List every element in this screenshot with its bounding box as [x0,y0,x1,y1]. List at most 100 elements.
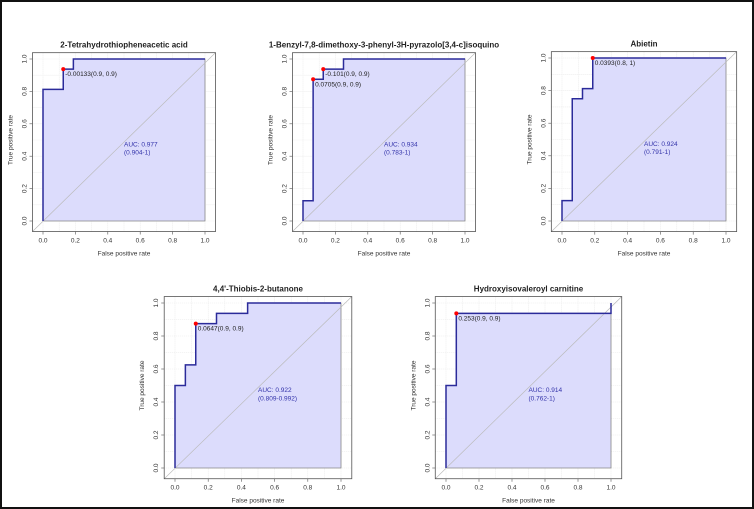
y-tick-label: 0.4 [281,151,288,160]
y-tick-label: 0.6 [21,119,28,128]
auc-value: AUC: 0.934 [384,141,418,148]
x-tick-label: 1.0 [460,238,469,245]
x-tick-label: 0.0 [557,238,566,245]
x-tick-label: 0.4 [507,485,516,492]
roc-panel-4: 0.0 0.0 0.2 0.2 0.4 0.4 0.6 0.6 0.8 0.8 1.0 1.0 4,4'… [139,285,353,505]
y-axis-label: True positive rate [410,360,417,410]
x-axis-label: False positive rate [358,251,411,258]
auc-ci: (0.809-0.992) [258,395,297,402]
auc-ci: (0.904-1) [124,150,150,157]
y-tick-label: 0.8 [540,86,547,95]
plot-box [434,296,623,480]
auc-value: AUC: 0.924 [644,141,678,148]
threshold-point [193,321,198,326]
x-axis-label: False positive rate [618,251,671,258]
threshold-point [61,67,66,72]
y-tick-label: 0.8 [424,331,431,340]
roc-panel-2: 0.0 0.0 0.2 0.2 0.4 0.4 0.6 0.6 0.8 0.8 1.0 1.0 1-Be… [267,41,499,258]
plot-box [550,51,738,232]
plot-box [292,52,476,232]
y-tick-label: 0.2 [153,430,160,439]
auc-ci: (0.783-1) [384,150,410,157]
chart-title: Abietin [630,40,657,49]
threshold-label: 0.253(0.9, 0.9) [458,315,500,322]
x-tick-label: 0.6 [270,485,279,492]
x-tick-label: 0.8 [573,485,582,492]
y-axis-label: True positive rate [526,114,533,164]
x-tick-label: 0.2 [590,238,599,245]
y-tick-label: 0.6 [424,364,431,373]
y-axis-label: True positive rate [267,115,274,165]
x-tick-label: 0.0 [38,238,47,245]
x-tick-label: 0.2 [204,485,213,492]
chance-diagonal [292,52,476,232]
y-axis-label: True positive rate [139,360,146,410]
y-tick-label: 0.2 [281,184,288,193]
y-tick-label: 1.0 [424,298,431,307]
y-tick-label: 0.2 [21,184,28,193]
y-tick-label: 0.4 [153,397,160,406]
y-tick-label: 0.4 [21,151,28,160]
auc-ci: (0.762-1) [529,395,555,402]
plot-box [163,296,353,480]
x-tick-label: 0.4 [237,485,246,492]
threshold-point [590,56,595,60]
y-tick-label: 0.4 [540,151,547,160]
threshold-label: 0.0393(0.8, 1) [595,60,635,67]
threshold-label: 0.0647(0.9, 0.9) [198,326,244,333]
y-tick-label: 1.0 [281,54,288,63]
roc-curve [445,303,612,468]
chart-title: 1-Benzyl-7,8-dimethoxy-3-phenyl-3H-pyraz… [269,41,499,50]
x-tick-label: 0.2 [71,238,80,245]
x-tick-label: 1.0 [336,485,345,492]
y-tick-label: 0.2 [540,184,547,193]
y-tick-label: 0.8 [281,87,288,96]
x-tick-label: 0.6 [540,485,549,492]
x-tick-label: 0.2 [331,238,340,245]
y-tick-label: 0.6 [540,118,547,127]
x-tick-label: 0.4 [623,238,632,245]
threshold-label: 0.0705(0.9, 0.9) [315,81,361,88]
chart-title: 4,4'-Thiobis-2-butanone [213,285,303,294]
x-axis-label: False positive rate [232,498,285,505]
y-tick-label: 0.0 [281,216,288,225]
chance-diagonal [551,51,737,232]
y-tick-label: 0.4 [424,397,431,406]
chart-title: 2-Tetrahydrothiopheneacetic acid [60,41,188,50]
x-tick-label: 0.0 [170,485,179,492]
x-tick-label: 0.8 [428,238,437,245]
threshold-label: -0.00133(0.9, 0.9) [65,71,117,78]
plot-box [32,52,216,232]
threshold-label: -0.101(0.9, 0.9) [325,71,369,78]
chance-diagonal [435,296,622,479]
y-axis-label: True positive rate [7,115,14,165]
x-tick-label: 0.8 [303,485,312,492]
y-tick-label: 0.6 [153,364,160,373]
x-tick-label: 0.2 [474,485,483,492]
auc-area [445,303,612,469]
chance-diagonal [164,296,352,479]
y-tick-label: 0.8 [153,331,160,340]
x-tick-label: 0.8 [689,238,698,245]
y-tick-label: 0.8 [21,87,28,96]
threshold-point [321,67,326,72]
roc-curve [302,58,465,221]
chart-title: Hydroxyisovaleroyl carnitine [474,285,584,294]
y-tick-label: 0.0 [540,216,547,225]
x-axis-label: False positive rate [502,498,555,505]
y-tick-label: 1.0 [540,53,547,62]
x-tick-label: 0.6 [396,238,405,245]
y-tick-label: 1.0 [21,54,28,63]
y-tick-label: 0.0 [153,463,160,472]
roc-panel-5: 0.0 0.0 0.2 0.2 0.4 0.4 0.6 0.6 0.8 0.8 1.0 1.0 Hydr… [410,285,623,505]
x-tick-label: 0.6 [136,238,145,245]
roc-panel-3: 0.0 0.0 0.2 0.2 0.4 0.4 0.6 0.6 0.8 0.8 1.0 1.0 Abie… [526,40,738,258]
x-tick-label: 1.0 [200,238,209,245]
threshold-point [311,77,316,82]
x-tick-label: 1.0 [606,485,615,492]
roc-panel-1: 0.0 0.0 0.2 0.2 0.4 0.4 0.6 0.6 0.8 0.8 1.0 1.0 2-Te… [7,41,216,258]
auc-area [561,57,727,222]
auc-value: AUC: 0.977 [124,141,158,148]
threshold-point [454,311,459,316]
